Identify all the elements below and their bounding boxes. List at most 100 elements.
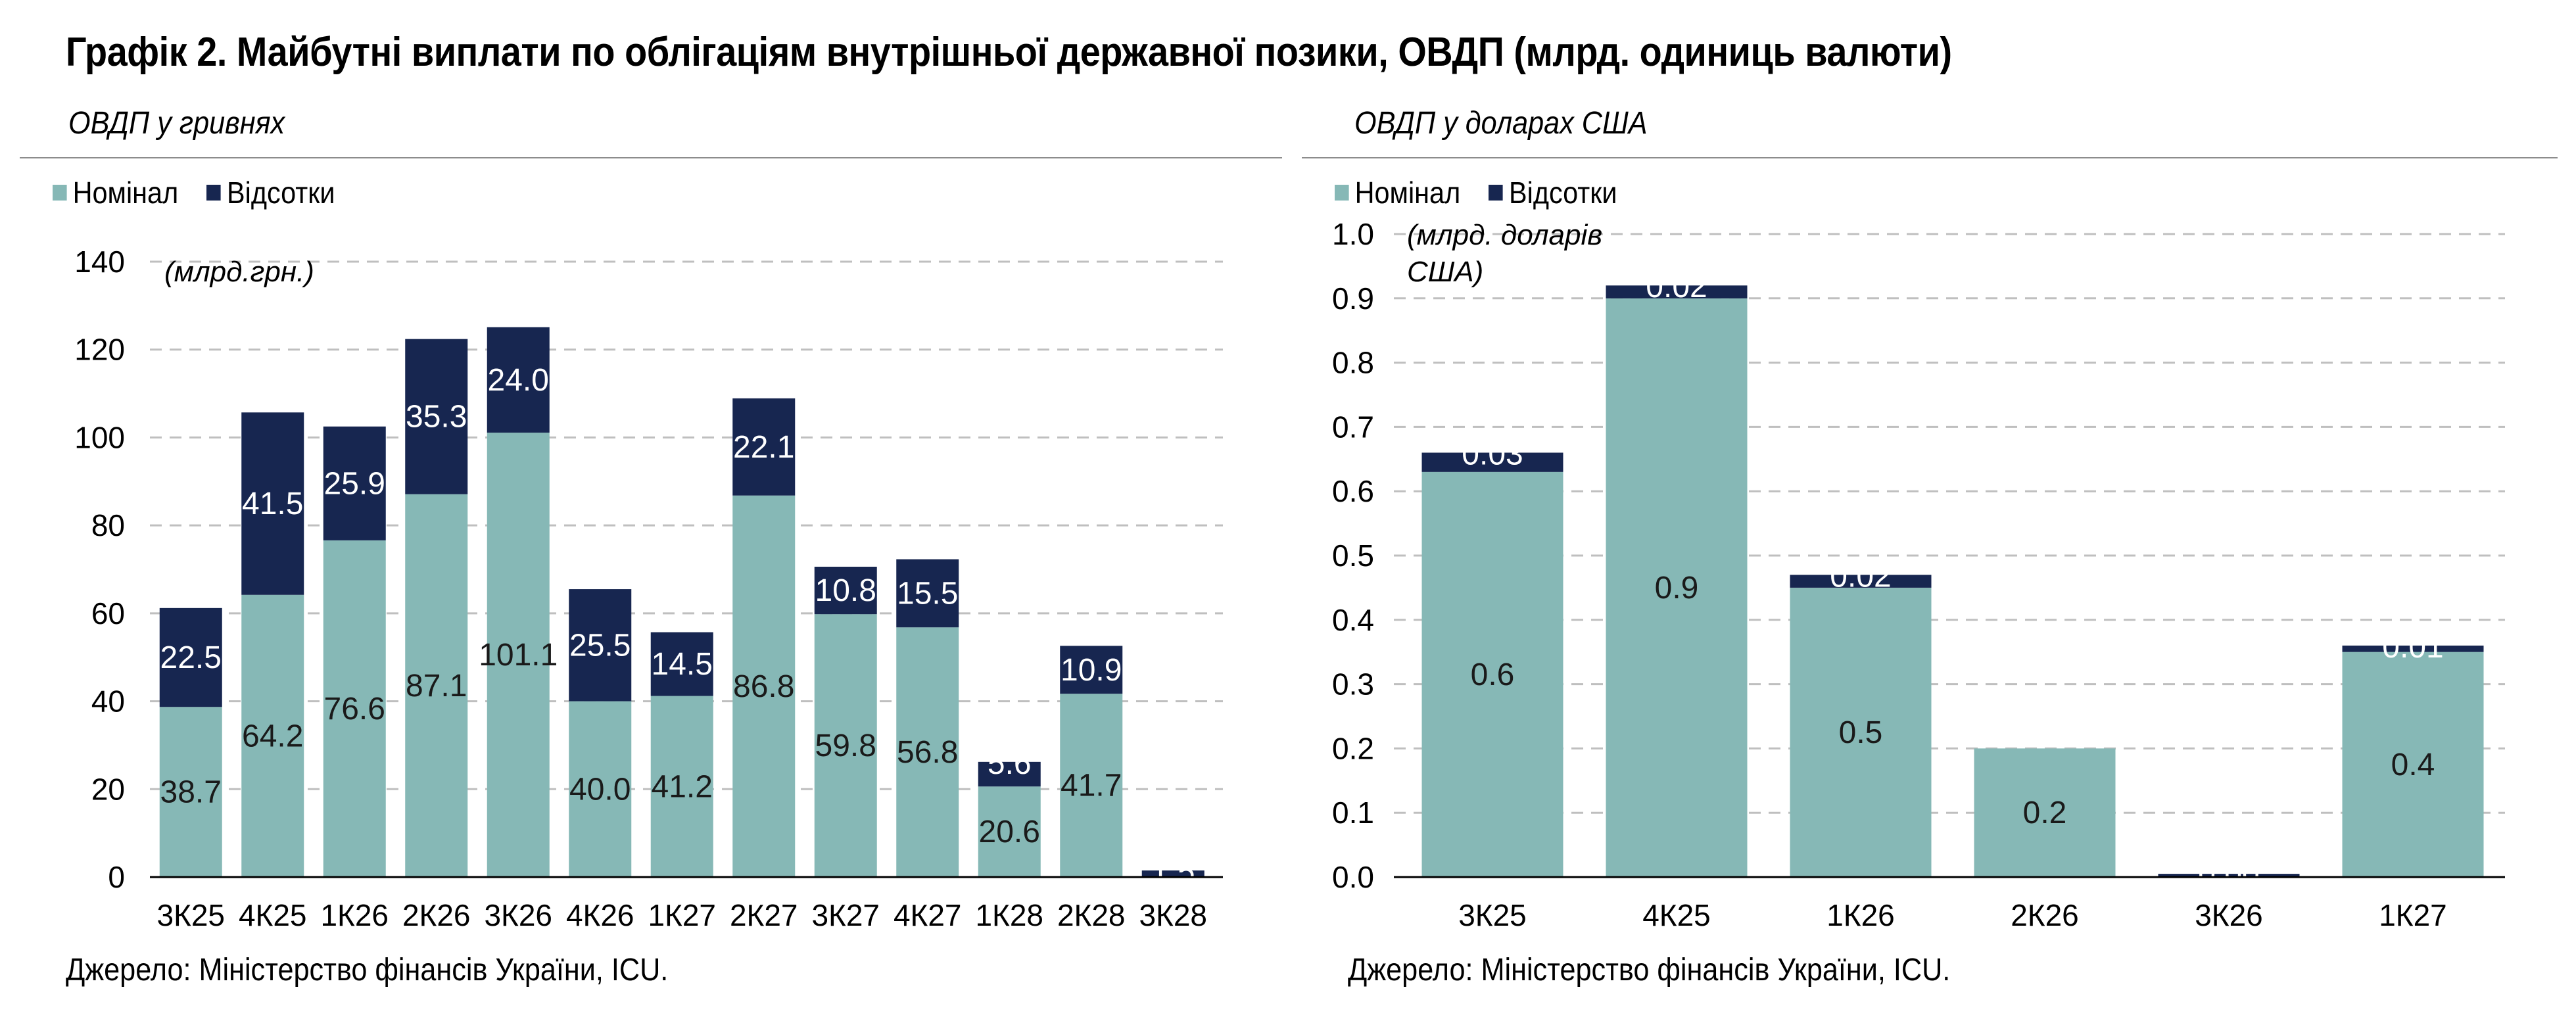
bar-interest [2158, 874, 2300, 877]
x-tick-label: 1К28 [975, 898, 1043, 932]
bar-interest [323, 426, 386, 540]
bar-nominal [1606, 298, 1748, 877]
legend-label-interest: Відсотки [227, 176, 335, 210]
data-label-nominal: 64.2 [242, 719, 303, 753]
x-tick-label: 1К26 [320, 898, 389, 932]
data-label-interest: 1.5 [1151, 855, 1195, 890]
x-tick-label: 1К26 [1826, 898, 1895, 932]
left-panel-divider [20, 157, 1282, 158]
y-tick-label: 0.2 [1332, 731, 1374, 765]
bar-nominal [241, 594, 304, 877]
bar-nominal [650, 696, 713, 877]
usd-bond-payments-chart: 0.0 0.1 0.2 0.3 0.4 0.5 0.6 0.7 0.8 0.9 1.0 0.6 0.03… [1332, 217, 2505, 932]
left-chart-subtitle: ОВДП у гривнях [68, 106, 285, 141]
bar-nominal [814, 614, 877, 877]
bar-interest [1421, 452, 1563, 472]
bar-interest [2342, 645, 2484, 652]
legend-swatch-nominal [53, 185, 67, 201]
unit-note: США) [1407, 256, 1483, 288]
bar-interest [487, 327, 550, 433]
x-tick-label: 3К25 [1458, 898, 1527, 932]
data-label-interest: 0.00 [2198, 858, 2259, 893]
data-label-interest: 35.3 [406, 400, 467, 435]
bar-interest [1141, 870, 1205, 877]
data-label-nominal: 87.1 [406, 669, 467, 703]
bar-nominal [323, 540, 386, 877]
bar-nominal [978, 786, 1041, 877]
bar-interest [569, 589, 632, 702]
data-label-interest: 0.01 [2382, 630, 2443, 665]
x-tick-label: 2К28 [1057, 898, 1126, 932]
y-tick-label: 0.5 [1332, 538, 1374, 573]
bar-nominal [1060, 694, 1123, 877]
x-tick-label: 3К28 [1139, 898, 1207, 932]
y-tick-label: 120 [74, 333, 125, 367]
y-tick-label: 0.3 [1332, 667, 1374, 702]
bar-interest [241, 412, 304, 595]
legend-label-interest: Відсотки [1509, 176, 1617, 210]
data-label-interest: 10.9 [1061, 653, 1122, 688]
data-label-nominal: 38.7 [160, 775, 222, 810]
data-label-interest: 0.02 [1830, 559, 1891, 594]
page-title: Графік 2. Майбутні виплати по облігаціям… [66, 30, 1952, 75]
x-tick-label: 4К27 [894, 898, 962, 932]
legend-item-nominal: Номінал [53, 175, 178, 210]
y-tick-label: 0.8 [1332, 346, 1374, 380]
bar-nominal [569, 701, 632, 877]
y-tick-label: 0 [108, 860, 125, 894]
legend-swatch-nominal [1335, 185, 1349, 201]
bar-interest [896, 559, 959, 628]
y-tick-label: 0.1 [1332, 796, 1374, 830]
bar-interest [732, 398, 796, 496]
y-tick-label: 1.0 [1332, 217, 1374, 251]
data-label-interest: 25.5 [569, 628, 631, 663]
x-tick-label: 2К26 [2011, 898, 2079, 932]
uah-bond-payments-chart: 0 20 40 60 80 100 120 140 38.7 22.5 3К25 64.2 41.5 4К… [74, 245, 1223, 932]
data-label-interest: 41.5 [242, 487, 303, 521]
y-tick-label: 0.6 [1332, 474, 1374, 508]
y-tick-label: 100 [74, 420, 125, 454]
bar-interest [159, 607, 222, 707]
right-chart-subtitle: ОВДП у доларах США [1354, 106, 1648, 141]
data-label-nominal: 56.8 [897, 735, 958, 770]
bar-nominal [405, 494, 468, 877]
y-tick-label: 0.9 [1332, 281, 1374, 316]
x-tick-label: 1К27 [648, 898, 716, 932]
y-tick-label: 40 [91, 684, 125, 719]
data-label-nominal: 0.5 [1839, 715, 1883, 750]
x-tick-label: 4К25 [239, 898, 307, 932]
x-tick-label: 4К26 [566, 898, 634, 932]
bar-nominal [1974, 748, 2116, 877]
data-label-interest: 10.8 [815, 573, 876, 608]
x-tick-label: 3К25 [156, 898, 225, 932]
y-tick-label: 140 [74, 245, 125, 279]
unit-note: (млрд. доларів [1407, 219, 1602, 251]
data-label-nominal: 20.6 [979, 815, 1040, 849]
bar-interest [1790, 575, 1932, 588]
legend-item-interest: Відсотки [206, 175, 335, 210]
bar-interest [978, 761, 1041, 787]
y-tick-label: 0.4 [1332, 603, 1374, 637]
bar-interest [405, 339, 468, 494]
data-label-interest: 22.5 [160, 640, 222, 675]
x-tick-label: 4К25 [1642, 898, 1711, 932]
right-chart-legend: Номінал Відсотки [1335, 175, 1646, 210]
data-label-nominal: 101.1 [479, 638, 558, 673]
bar-nominal [487, 433, 550, 877]
data-label-nominal: 59.8 [815, 728, 876, 763]
data-label-nominal: 76.6 [324, 692, 385, 726]
data-label-interest: 0.02 [1646, 270, 1707, 304]
data-label-nominal: 0.9 [1655, 571, 1699, 606]
bar-interest [1606, 285, 1748, 298]
y-tick-label: 60 [91, 596, 125, 630]
x-tick-label: 1К27 [2379, 898, 2447, 932]
y-tick-label: 0.7 [1332, 410, 1374, 444]
left-chart-legend: Номінал Відсотки [53, 175, 364, 210]
right-panel-divider [1302, 157, 2558, 158]
data-label-interest: 14.5 [652, 647, 713, 682]
legend-item-interest: Відсотки [1489, 175, 1617, 210]
y-tick-label: 20 [91, 772, 125, 806]
data-label-interest: 15.5 [897, 576, 958, 611]
x-tick-label: 3К26 [484, 898, 552, 932]
bar-nominal [1421, 471, 1563, 877]
